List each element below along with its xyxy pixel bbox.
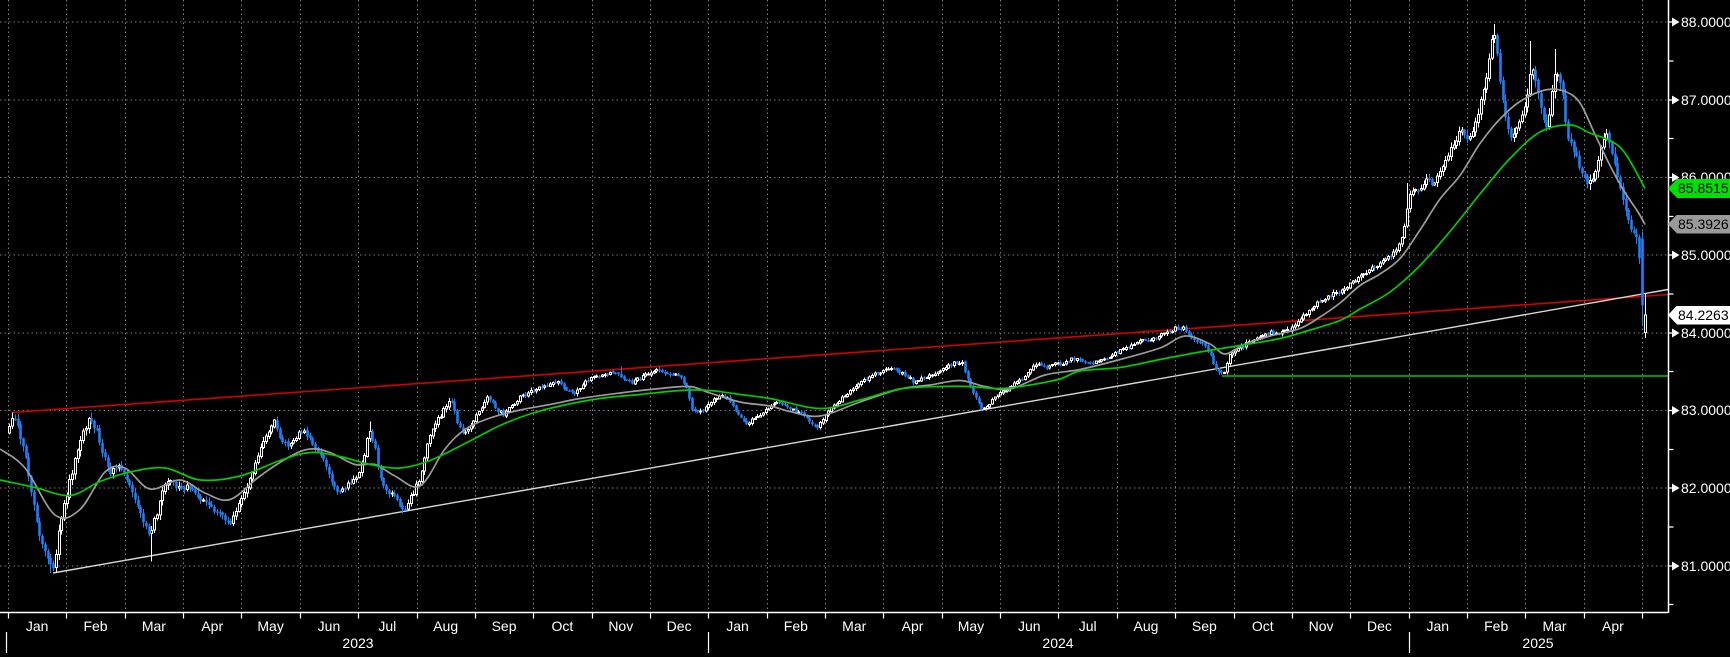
x-month-label: Jun [317,618,341,634]
x-month-label: Apr [901,618,924,634]
x-year-label: 2023 [342,635,374,651]
ma-fast-price-value: 85.3926 [1678,215,1729,232]
x-month-label: Mar [842,618,867,634]
x-month-label: Mar [141,618,166,634]
x-month-label: Jun [1018,618,1041,634]
x-month-label: Aug [1133,618,1159,634]
x-month-label: Feb [1484,618,1509,634]
x-month-label: Feb [783,618,808,634]
x-month-label: Sep [1191,618,1217,634]
x-month-label: Jan [726,618,749,634]
ma-fast-price-tag: 85.3926 [1668,214,1730,234]
y-axis-label: 85.0000 [1681,246,1730,263]
y-axis-label: 83.0000 [1681,402,1730,418]
x-month-label: May [957,618,985,634]
y-axis-label: 88.0000 [1681,13,1730,30]
x-month-label: Nov [1308,618,1334,634]
x-month-label: Aug [433,618,459,634]
x-year-label: 2025 [1522,635,1554,651]
trendlines [11,288,1669,574]
candles [8,24,1647,573]
y-axis-label: 84.0000 [1681,324,1730,341]
ma-slow-price-value: 85.8515 [1678,180,1729,196]
x-month-label: Feb [83,618,108,634]
x-month-label: Dec [666,618,692,634]
y-axis-label: 81.0000 [1681,557,1730,574]
x-month-label: Jan [1426,618,1450,634]
last-price-tag: 84.2263 [1668,305,1730,325]
x-month-label: Apr [201,618,224,634]
ma-slow-price-tag: 85.8515 [1668,179,1730,198]
moving-average-lines [0,88,1646,520]
x-month-label: Mar [1542,618,1567,634]
gridlines [0,0,1668,612]
x-month-label: Oct [1251,618,1274,634]
axis-lines-and-ticks [0,0,1680,653]
y-axis-label: 87.0000 [1681,91,1730,108]
x-month-label: Apr [1601,618,1624,634]
x-month-label: Jul [1078,618,1097,634]
last-price-value: 84.2263 [1678,306,1729,323]
x-month-label: Jan [25,618,49,634]
x-month-label: Dec [1367,618,1392,634]
x-month-label: Sep [491,618,517,634]
x-month-label: Nov [608,618,634,634]
x-month-label: May [257,618,284,634]
x-month-label: Jul [378,618,397,634]
y-axis-label: 82.0000 [1681,479,1730,496]
x-month-label: Oct [551,618,574,634]
x-year-label: 2024 [1042,635,1074,651]
